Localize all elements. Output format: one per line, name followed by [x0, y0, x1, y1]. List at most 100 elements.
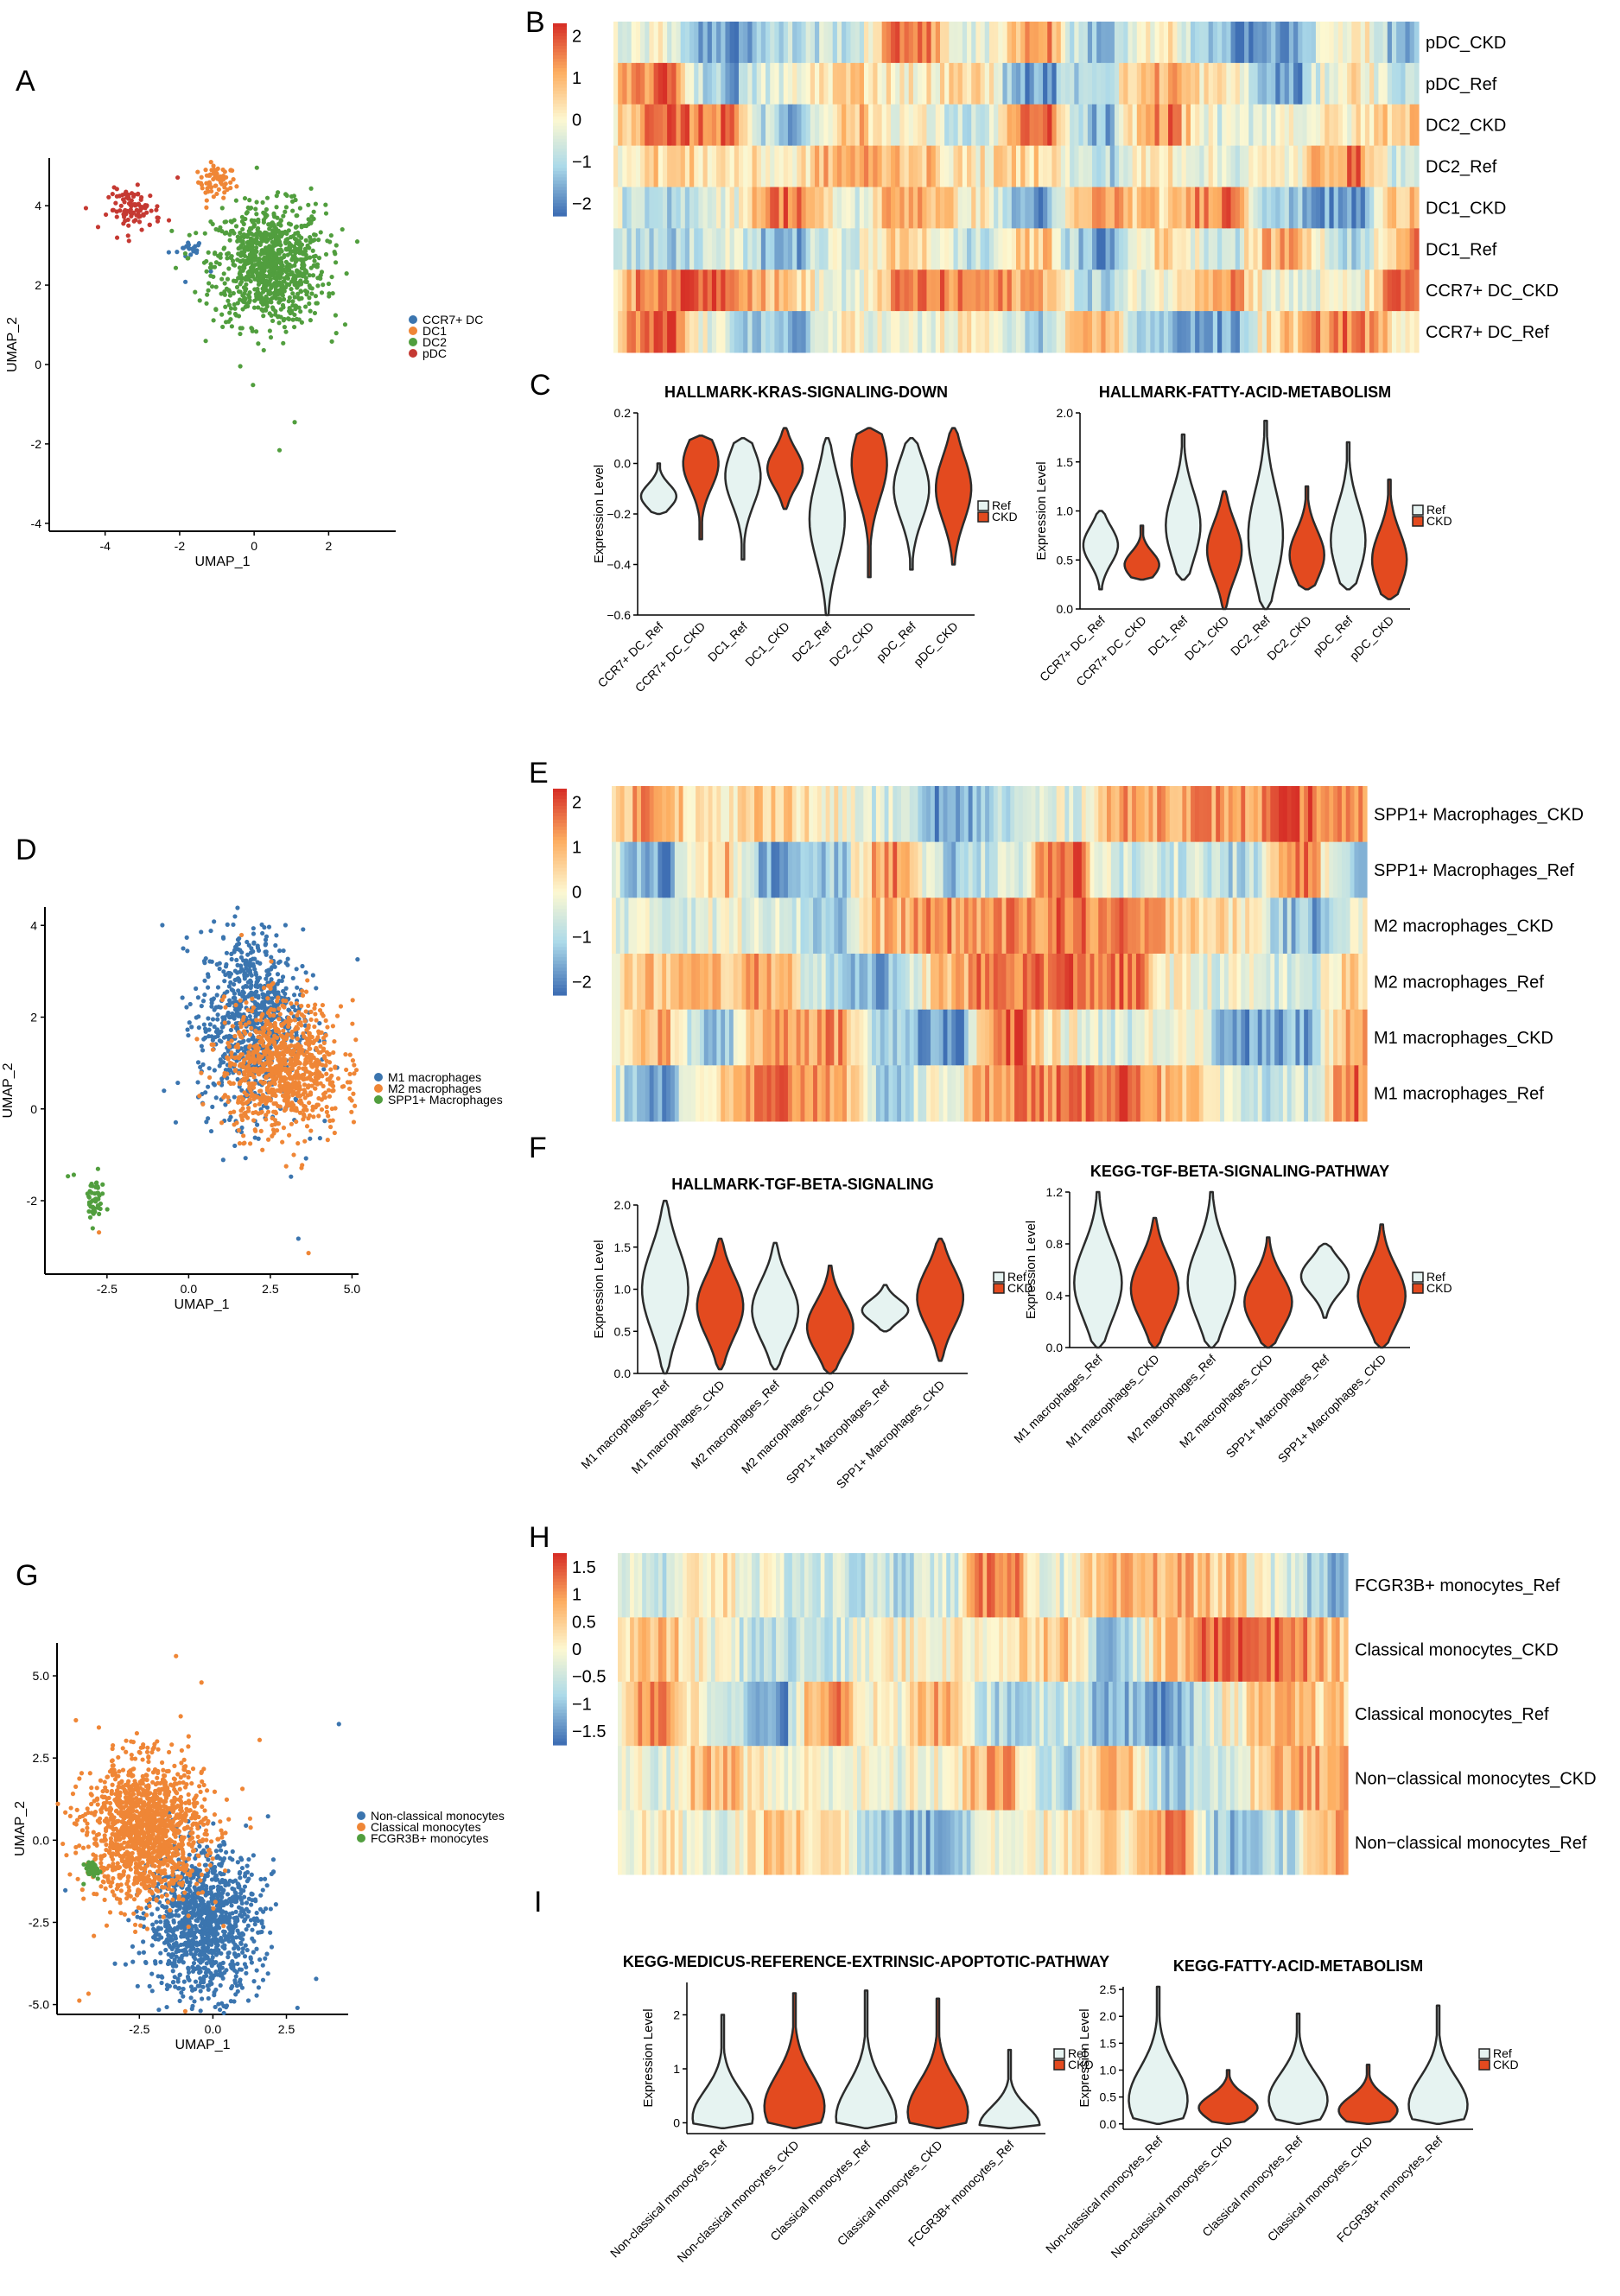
- heatmap-cell: [918, 187, 923, 229]
- y-tick-label: 4: [35, 199, 41, 212]
- heatmap-cell: [1249, 786, 1255, 843]
- heatmap-row: [613, 187, 1420, 229]
- heatmap-cell: [632, 786, 638, 843]
- heatmap-cell: [1288, 62, 1294, 105]
- scatter-point: [280, 279, 286, 284]
- heatmap-cell: [850, 228, 856, 270]
- heatmap-cell: [721, 897, 726, 955]
- heatmap-cell: [1154, 145, 1160, 187]
- heatmap-cell: [816, 786, 823, 843]
- scatter-point: [208, 160, 213, 165]
- heatmap-cell: [1249, 897, 1255, 955]
- heatmap-cell: [1293, 22, 1299, 64]
- heatmap-cell: [662, 145, 668, 187]
- heatmap-cell: [1212, 62, 1218, 105]
- heatmap-cell: [775, 786, 780, 843]
- heatmap-cell: [1011, 311, 1017, 353]
- scatter-point: [295, 1012, 300, 1018]
- scatter-point: [286, 1022, 292, 1027]
- heatmap-cell: [1347, 187, 1352, 229]
- heatmap-cell: [859, 786, 864, 843]
- heatmap-cell: [801, 62, 807, 105]
- heatmap-cell: [707, 228, 713, 270]
- heatmap-cell: [1216, 897, 1221, 955]
- heatmap-cell: [819, 22, 824, 64]
- heatmap-cell: [926, 841, 931, 898]
- heatmap-cell: [1081, 841, 1087, 898]
- heatmap-cell: [972, 897, 978, 955]
- scatter-point: [273, 232, 278, 238]
- scatter-point: [283, 1096, 288, 1101]
- scatter-point: [273, 284, 278, 290]
- heatmap-cell: [981, 786, 986, 843]
- scatter-point: [275, 972, 281, 977]
- heatmap-cell: [797, 145, 803, 187]
- heatmap-cell: [1051, 786, 1058, 843]
- heatmap-cell: [1342, 228, 1348, 270]
- scatter-point: [327, 1060, 333, 1065]
- scatter-point: [260, 1012, 265, 1017]
- scatter-point: [225, 1055, 230, 1060]
- scatter-point: [230, 1024, 235, 1029]
- scatter-point: [200, 1101, 206, 1107]
- heatmap-cell: [797, 228, 803, 270]
- heatmap-cell: [998, 145, 1004, 187]
- scatter-point: [278, 1088, 283, 1094]
- heatmap-cell: [1025, 228, 1031, 270]
- scatter-point: [314, 264, 320, 270]
- heatmap-cell: [868, 228, 874, 270]
- scatter-point: [312, 1005, 317, 1011]
- heatmap-cell: [1311, 270, 1317, 312]
- heatmap-cell: [1266, 786, 1271, 843]
- scatter-point: [251, 1075, 257, 1080]
- heatmap-cell: [1337, 187, 1344, 229]
- scatter-point: [319, 290, 325, 295]
- heatmap-cell: [1163, 22, 1169, 64]
- heatmap-cell: [1315, 104, 1321, 147]
- heatmap-cell: [1185, 270, 1191, 312]
- heatmap-cell: [953, 104, 959, 147]
- heatmap-cell: [1360, 228, 1366, 270]
- scatter-point: [226, 298, 231, 303]
- scatter-point: [280, 1139, 285, 1145]
- heatmap-cell: [626, 270, 632, 312]
- scatter-point: [232, 306, 238, 311]
- heatmap-cell: [1090, 897, 1095, 955]
- heatmap-cell: [1315, 311, 1321, 353]
- heatmap-cell: [1369, 187, 1375, 229]
- scatter-point: [222, 1015, 227, 1020]
- heatmap-cell: [962, 311, 968, 353]
- heatmap-cell: [868, 187, 874, 229]
- scatter-point: [186, 240, 191, 245]
- heatmap-cell: [891, 22, 896, 64]
- scatter-point: [252, 1102, 257, 1108]
- scatter-point: [264, 1046, 270, 1051]
- heatmap-cell: [698, 228, 704, 270]
- heatmap-cell: [1132, 145, 1138, 187]
- heatmap-cell: [1333, 62, 1339, 105]
- heatmap-cell: [1060, 104, 1066, 147]
- scatter-point: [300, 988, 305, 993]
- scatter-point: [255, 261, 260, 266]
- heatmap-cell: [1351, 270, 1357, 312]
- heatmap-cell: [703, 897, 709, 955]
- heatmap-cell: [1347, 228, 1352, 270]
- scatter-point: [289, 271, 295, 277]
- scatter-point: [297, 1087, 302, 1092]
- heatmap-cell: [1020, 311, 1026, 353]
- heatmap-cell: [702, 145, 708, 187]
- legend-swatch: [409, 349, 417, 358]
- heatmap-cell: [635, 228, 641, 270]
- scatter-point: [235, 257, 240, 263]
- heatmap-cell: [1033, 311, 1039, 353]
- heatmap-cell: [1070, 104, 1075, 147]
- scatter-point: [221, 936, 226, 941]
- heatmap-cell: [909, 786, 915, 843]
- heatmap-cell: [1109, 311, 1115, 353]
- heatmap-cell: [888, 841, 893, 898]
- heatmap-cell: [1109, 228, 1115, 270]
- scatter-point: [261, 986, 267, 991]
- heatmap-cell: [729, 270, 735, 312]
- heatmap-cell: [850, 145, 856, 187]
- scatter-point: [233, 224, 239, 229]
